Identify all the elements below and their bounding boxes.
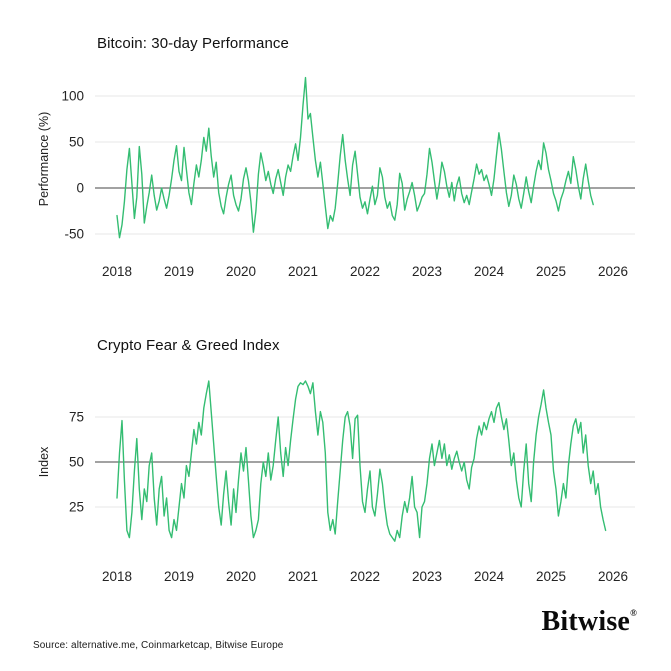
bitwise-logo: Bitwise® bbox=[542, 606, 637, 638]
registered-trademark-icon: ® bbox=[630, 608, 637, 618]
bitwise-wordmark: Bitwise bbox=[541, 606, 631, 637]
source-text: Source: alternative.me, Coinmarketcap, B… bbox=[33, 640, 284, 651]
data-line bbox=[116, 380, 607, 542]
chart-title-bitcoin-performance: Bitcoin: 30-day Performance bbox=[97, 35, 289, 52]
chart-title-fear-greed: Crypto Fear & Greed Index bbox=[97, 337, 280, 354]
data-line bbox=[116, 76, 594, 239]
